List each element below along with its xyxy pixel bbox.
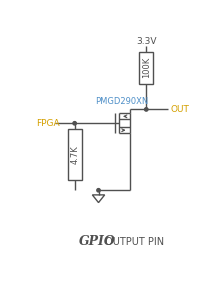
Text: 100K: 100K [142,57,151,78]
Text: 4.7K: 4.7K [70,145,79,164]
Circle shape [73,122,76,125]
Circle shape [145,108,148,111]
Text: PMGD290XN: PMGD290XN [95,97,148,106]
Bar [139,52,153,84]
Text: GPIO: GPIO [79,235,116,248]
Circle shape [97,188,100,192]
Text: OUT: OUT [170,105,189,114]
Text: 3.3V: 3.3V [136,37,157,46]
Text: OUTPUT PIN: OUTPUT PIN [101,237,164,247]
Bar [68,129,82,180]
Text: FPGA: FPGA [36,119,60,128]
